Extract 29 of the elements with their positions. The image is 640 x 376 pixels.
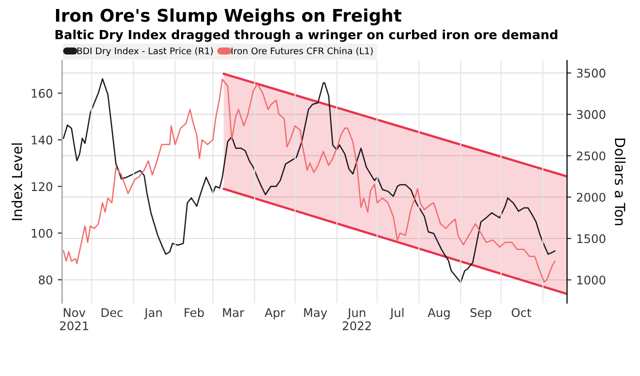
x-tick-label: Oct — [512, 308, 532, 318]
x-tick-label: May — [304, 308, 328, 320]
y-tick-label: 140 — [32, 136, 52, 144]
x-tick-label: Jun 2022 — [342, 308, 371, 330]
x-tick-label: Feb — [184, 308, 204, 318]
y2-tick-label: 2000 — [576, 192, 606, 202]
y-tick-label: 120 — [32, 182, 52, 192]
y-tick-label: 100 — [32, 228, 52, 238]
x-tick-label: Aug — [428, 308, 450, 320]
y2-tick-label: 1000 — [577, 276, 606, 285]
x-tick-label: Sep — [470, 308, 492, 320]
y-tick-label: 160 — [32, 88, 52, 98]
x-tick-label: Mar — [223, 308, 244, 318]
chart-subtitle: Baltic Dry Index dragged through a wringer on curbed iron ore demand — [56, 30, 558, 42]
x-tick-label: Apr — [264, 308, 286, 320]
x-tick-label: Dec — [102, 308, 123, 318]
y2-axis-title: Dollars a Ton — [614, 138, 626, 226]
y2-tick-label: 3000 — [576, 110, 606, 119]
legend-label: Iron Ore Futures CFR China (L1) — [232, 47, 373, 56]
y2-tick-label: 1500 — [577, 234, 606, 244]
y-tick-label: 80 — [38, 275, 52, 284]
y-axis-title: Index Level — [12, 143, 22, 220]
y2-tick-label: 2500 — [576, 151, 606, 160]
x-tick-label: Jan — [144, 308, 162, 320]
x-tick-label: Nov 2021 — [60, 308, 88, 330]
legend-label: BDI Dry Index - Last Price (R1) — [77, 47, 213, 56]
x-tick-label: Jul — [390, 308, 404, 320]
y2-tick-label: 3500 — [576, 68, 606, 78]
chart-title: Iron Ore's Slump Weighs on Freight — [56, 8, 402, 26]
